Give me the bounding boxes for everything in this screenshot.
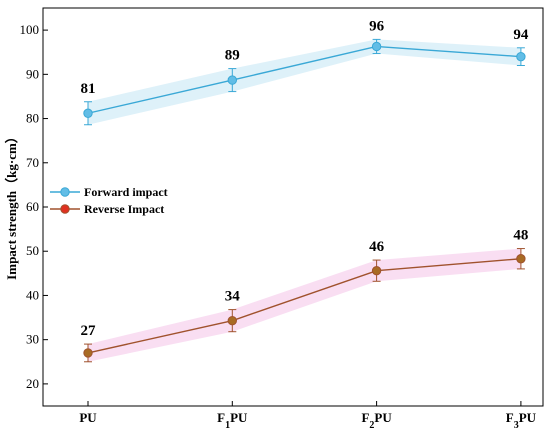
reverse-data-label: 34 xyxy=(225,289,241,305)
x-tick-label: PU xyxy=(79,410,97,425)
axes-group: 20 30 40 50 60 70 80 90 100 PU F1PU F2PU F3PU xyxy=(20,7,544,431)
forward-data-label: 96 xyxy=(369,18,385,34)
y-axis-title: Impact strength（kg·cm） xyxy=(4,130,19,280)
forward-series-line xyxy=(87,45,521,114)
reverse-data-point xyxy=(516,254,526,264)
series-layer xyxy=(83,38,526,363)
forward-legend-marker xyxy=(60,187,70,197)
reverse-legend-label: Reverse Impact xyxy=(84,202,164,216)
forward-data-point xyxy=(227,75,238,85)
forward-error-band xyxy=(88,39,521,125)
reverse-data-label: 46 xyxy=(369,239,385,255)
shaded-bands xyxy=(88,39,521,362)
y-tick-label: 30 xyxy=(26,332,39,347)
forward-data-point xyxy=(516,51,526,62)
forward-data-label: 94 xyxy=(513,27,529,43)
y-tick-label: 70 xyxy=(26,155,39,170)
reverse-series-line xyxy=(87,258,521,354)
data-labels: 81 89 96 94 27 34 46 48 xyxy=(81,18,529,339)
y-tick-label: 90 xyxy=(26,66,39,81)
reverse-legend-marker xyxy=(60,204,70,214)
y-tick-label: 60 xyxy=(26,199,39,214)
reverse-data-point xyxy=(371,265,382,276)
reverse-data-point xyxy=(83,348,93,358)
forward-data-label: 89 xyxy=(225,48,240,64)
x-tick-label: F2PU xyxy=(361,410,392,431)
reverse-data-point xyxy=(227,315,238,326)
y-tick-label: 20 xyxy=(26,376,39,391)
y-tick-label: 80 xyxy=(26,111,39,126)
y-tick-label: 50 xyxy=(26,243,39,258)
forward-data-point xyxy=(371,41,382,52)
y-tick-label: 40 xyxy=(26,287,39,302)
reverse-data-label: 27 xyxy=(81,323,97,339)
forward-data-label: 81 xyxy=(81,81,96,97)
legend: Forward impact Reverse Impact xyxy=(50,185,168,216)
forward-legend-label: Forward impact xyxy=(84,185,168,199)
x-tick-label: F1PU xyxy=(217,410,248,431)
forward-data-point xyxy=(83,108,93,118)
reverse-error-band xyxy=(88,248,521,362)
reverse-data-label: 48 xyxy=(513,228,528,244)
y-tick-label: 100 xyxy=(20,22,40,37)
x-tick-label: F3PU xyxy=(506,410,537,431)
